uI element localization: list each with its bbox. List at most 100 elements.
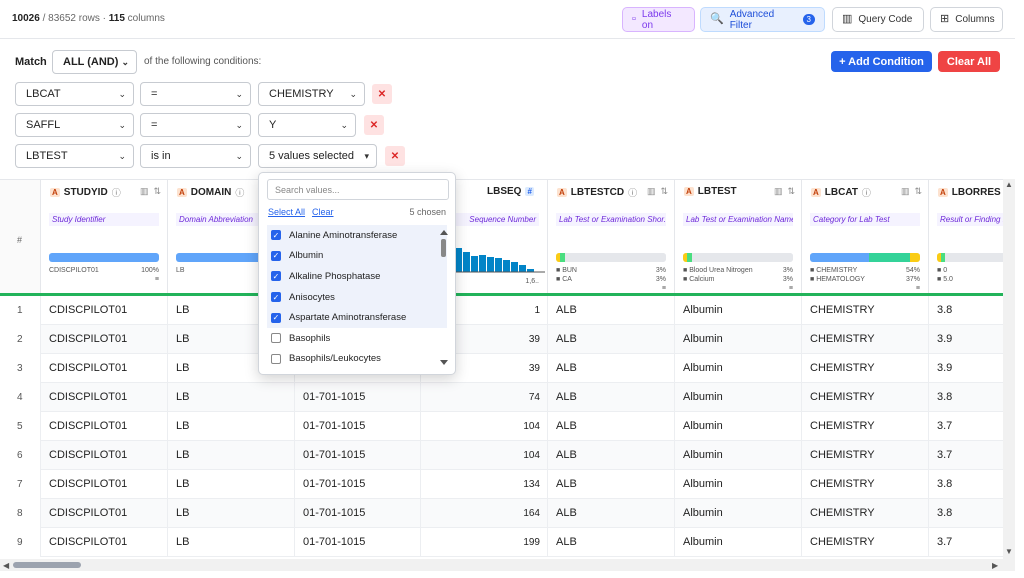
cell-lbtestcd[interactable]: ALB — [548, 441, 675, 470]
cell-lbcat[interactable]: CHEMISTRY — [802, 354, 929, 383]
cell-usubjid[interactable]: 01-701-1015 — [295, 528, 421, 557]
chart-icon[interactable]: ▥ — [139, 186, 149, 196]
table-row[interactable]: 3 CDISCPILOT01 LB 39 ALB Albumin CHEMISTRY 3.9 — [0, 354, 1015, 383]
more-icon[interactable]: ≡ — [788, 285, 793, 292]
cell-lbseq[interactable]: 134 — [421, 470, 548, 499]
cell-domain[interactable]: LB — [168, 441, 295, 470]
cell-usubjid[interactable]: 01-701-1015 — [295, 383, 421, 412]
more-icon[interactable]: ≡ — [154, 276, 159, 283]
cell-domain[interactable]: LB — [168, 528, 295, 557]
condition-3-field-select[interactable]: LBTEST ⌄ — [15, 144, 134, 168]
cell-studyid[interactable]: CDISCPILOT01 — [41, 354, 168, 383]
add-condition-button[interactable]: + Add Condition — [831, 51, 932, 72]
checkbox[interactable] — [271, 353, 281, 364]
option-item[interactable]: ✓ Anisocytes — [267, 286, 447, 308]
scroll-right-icon[interactable]: ▶ — [992, 561, 999, 570]
cell-lbtest[interactable]: Albumin — [675, 499, 802, 528]
sort-icon[interactable]: ⇅ — [660, 186, 668, 196]
checkbox[interactable]: ✓ — [271, 271, 281, 282]
clear-link[interactable]: Clear — [312, 207, 334, 217]
condition-3-operator-select[interactable]: is in ⌄ — [140, 144, 251, 168]
cell-lbcat[interactable]: CHEMISTRY — [802, 412, 929, 441]
remove-condition-1-button[interactable]: ✕ — [372, 84, 392, 104]
cell-lbtest[interactable]: Albumin — [675, 412, 802, 441]
cell-lbtestcd[interactable]: ALB — [548, 499, 675, 528]
advanced-filter-button[interactable]: 🔍 Advanced Filter 3 — [700, 7, 825, 32]
table-row[interactable]: 7 CDISCPILOT01 LB 01-701-1015 134 ALB Albumin C… — [0, 470, 1015, 499]
column-header-lborres[interactable]: ALBORRESⓘ Result or Finding in ■ 0■ 5.0 — [929, 180, 1015, 293]
chart-icon[interactable]: ▥ — [773, 186, 783, 196]
remove-condition-2-button[interactable]: ✕ — [364, 115, 384, 135]
columns-button[interactable]: ⊞ Columns — [930, 7, 1003, 32]
option-item[interactable]: ✓ Alkaline Phosphatase — [267, 266, 447, 287]
option-item[interactable]: ✓ Alanine Aminotransferase — [267, 225, 447, 246]
cell-studyid[interactable]: CDISCPILOT01 — [41, 325, 168, 354]
query-code-button[interactable]: ▥ Query Code — [832, 7, 924, 32]
cell-usubjid[interactable]: 01-701-1015 — [295, 470, 421, 499]
table-row[interactable]: 8 CDISCPILOT01 LB 01-701-1015 164 ALB Albumin C… — [0, 499, 1015, 528]
cell-domain[interactable]: LB — [168, 470, 295, 499]
scroll-up-icon[interactable] — [440, 230, 448, 235]
labels-toggle-button[interactable]: ▫ Labels on — [622, 7, 695, 32]
info-icon[interactable]: ⓘ — [861, 188, 871, 198]
cell-lbseq[interactable]: 104 — [421, 412, 548, 441]
cell-lbtestcd[interactable]: ALB — [548, 528, 675, 557]
option-item[interactable]: ✓ Albumin — [267, 245, 447, 267]
select-all-link[interactable]: Select All — [268, 207, 306, 217]
dropdown-scrollbar[interactable] — [439, 230, 449, 370]
cell-lbseq[interactable]: 199 — [421, 528, 548, 557]
condition-2-value-select[interactable]: Y ⌄ — [258, 113, 356, 137]
cell-lbtestcd[interactable]: ALB — [548, 383, 675, 412]
more-icon[interactable]: ≡ — [661, 285, 666, 292]
cell-lbseq[interactable]: 1 — [421, 296, 548, 325]
cell-usubjid[interactable]: 01-701-1015 — [295, 499, 421, 528]
more-icon[interactable]: ≡ — [915, 285, 920, 292]
vertical-scrollbar[interactable] — [1003, 179, 1015, 559]
table-row[interactable]: 6 CDISCPILOT01 LB 01-701-1015 104 ALB Albumin C… — [0, 441, 1015, 470]
scroll-thumb[interactable] — [441, 239, 446, 257]
option-item[interactable]: Basophils — [267, 328, 447, 349]
scroll-down-icon[interactable] — [440, 360, 448, 365]
info-icon[interactable]: ⓘ — [111, 188, 121, 198]
table-row[interactable]: 5 CDISCPILOT01 LB 01-701-1015 104 ALB Albumin C… — [0, 412, 1015, 441]
cell-studyid[interactable]: CDISCPILOT01 — [41, 412, 168, 441]
cell-lbcat[interactable]: CHEMISTRY — [802, 296, 929, 325]
condition-1-field-select[interactable]: LBCAT ⌄ — [15, 82, 134, 106]
cell-studyid[interactable]: CDISCPILOT01 — [41, 499, 168, 528]
sort-icon[interactable]: ⇅ — [914, 186, 922, 196]
table-row[interactable]: 1 CDISCPILOT01 LB 1 ALB Albumin CHEMISTRY 3.8 — [0, 296, 1015, 325]
cell-lbcat[interactable]: CHEMISTRY — [802, 325, 929, 354]
cell-lbseq[interactable]: 164 — [421, 499, 548, 528]
cell-usubjid[interactable]: 01-701-1015 — [295, 441, 421, 470]
column-header-lbseq[interactable]: LBSEQ # Sequence Number 1,6.. — [421, 180, 548, 293]
remove-condition-3-button[interactable]: ✕ — [385, 146, 405, 166]
info-icon[interactable]: ⓘ — [628, 188, 638, 198]
condition-2-field-select[interactable]: SAFFL ⌄ — [15, 113, 134, 137]
search-values-input[interactable]: Search values... — [267, 179, 449, 200]
scroll-up-icon[interactable]: ▲ — [1005, 180, 1013, 189]
checkbox[interactable]: ✓ — [271, 230, 281, 241]
checkbox[interactable]: ✓ — [271, 250, 281, 261]
cell-domain[interactable]: LB — [168, 412, 295, 441]
cell-lbtestcd[interactable]: ALB — [548, 354, 675, 383]
info-icon[interactable]: ⓘ — [235, 188, 245, 198]
cell-studyid[interactable]: CDISCPILOT01 — [41, 383, 168, 412]
cell-lbseq[interactable]: 39 — [421, 325, 548, 354]
scroll-down-icon[interactable]: ▼ — [1005, 547, 1013, 556]
scroll-left-icon[interactable]: ◀ — [3, 561, 10, 570]
table-row[interactable]: 4 CDISCPILOT01 LB 01-701-1015 74 ALB Albumin CH… — [0, 383, 1015, 412]
clear-all-button[interactable]: Clear All — [938, 51, 1000, 72]
cell-lbtest[interactable]: Albumin — [675, 470, 802, 499]
condition-1-operator-select[interactable]: = ⌄ — [140, 82, 251, 106]
cell-lbcat[interactable]: CHEMISTRY — [802, 383, 929, 412]
cell-lbtestcd[interactable]: ALB — [548, 296, 675, 325]
cell-domain[interactable]: LB — [168, 499, 295, 528]
sort-icon[interactable]: ⇅ — [153, 186, 161, 196]
horizontal-scroll-thumb[interactable] — [13, 562, 81, 568]
condition-1-value-select[interactable]: CHEMISTRY ⌄ — [258, 82, 365, 106]
cell-studyid[interactable]: CDISCPILOT01 — [41, 441, 168, 470]
sort-icon[interactable]: ⇅ — [787, 186, 795, 196]
column-header-lbcat[interactable]: A LBCAT ⓘ ▥ ⇅ Category for Lab Test ■ CHEMI… — [802, 180, 929, 293]
condition-2-operator-select[interactable]: = ⌄ — [140, 113, 251, 137]
cell-lbtest[interactable]: Albumin — [675, 383, 802, 412]
